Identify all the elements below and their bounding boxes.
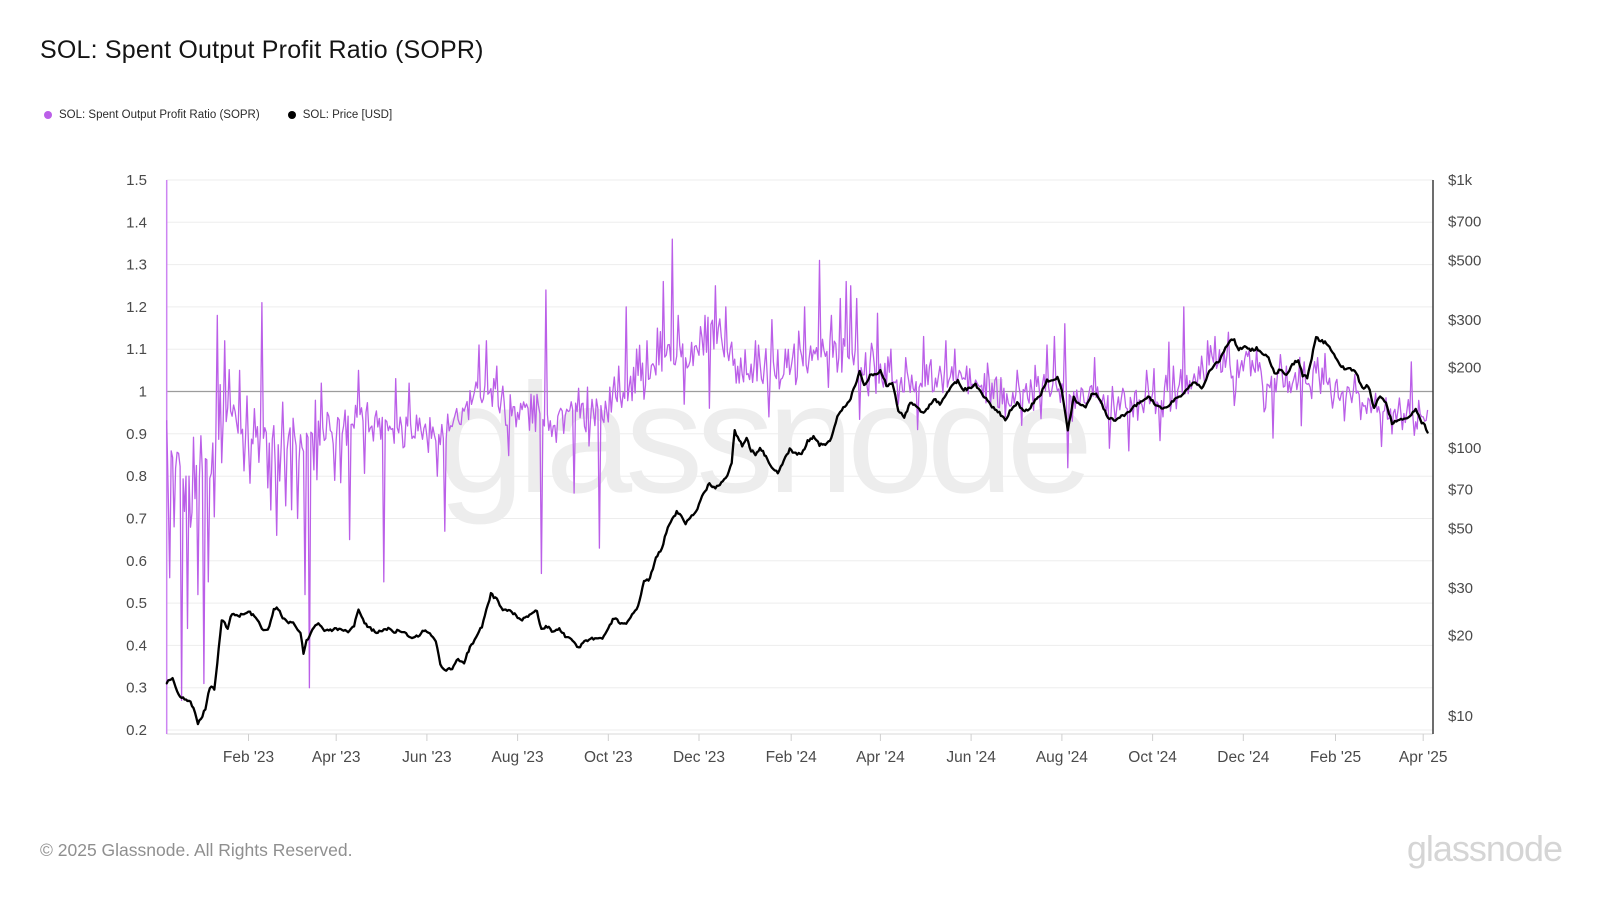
svg-text:Apr '25: Apr '25: [1399, 749, 1448, 766]
legend: SOL: Spent Output Profit Ratio (SOPR) SO…: [44, 109, 392, 121]
svg-text:$700: $700: [1448, 214, 1481, 231]
svg-text:0.3: 0.3: [126, 680, 147, 697]
svg-text:1.1: 1.1: [126, 341, 147, 358]
svg-text:Oct '24: Oct '24: [1128, 749, 1177, 766]
legend-item-sopr[interactable]: SOL: Spent Output Profit Ratio (SOPR): [44, 109, 260, 121]
legend-label-price: SOL: Price [USD]: [302, 109, 393, 121]
svg-text:0.9: 0.9: [126, 426, 147, 443]
svg-text:Dec '24: Dec '24: [1217, 749, 1269, 766]
legend-label-sopr: SOL: Spent Output Profit Ratio (SOPR): [59, 109, 260, 121]
right-axis-labels: $1k $700 $500 $300 $200 $100 $70 $50 $30 $20 $10: [1448, 172, 1481, 725]
svg-text:Apr '24: Apr '24: [856, 749, 905, 766]
svg-text:1.4: 1.4: [126, 214, 147, 231]
svg-text:$1k: $1k: [1448, 172, 1473, 189]
svg-text:0.2: 0.2: [126, 722, 147, 739]
svg-text:1: 1: [139, 384, 147, 401]
svg-text:1.5: 1.5: [126, 172, 147, 189]
svg-text:1.3: 1.3: [126, 257, 147, 274]
footer-brand-logo: glassnode: [1406, 828, 1563, 869]
svg-text:$10: $10: [1448, 708, 1473, 725]
svg-text:Oct '23: Oct '23: [584, 749, 633, 766]
svg-text:Aug '23: Aug '23: [492, 749, 544, 766]
svg-text:1.2: 1.2: [126, 299, 147, 316]
svg-text:Aug '24: Aug '24: [1036, 749, 1088, 766]
svg-text:Feb '24: Feb '24: [766, 749, 818, 766]
page-title: SOL: Spent Output Profit Ratio (SOPR): [40, 36, 484, 64]
gridlines: [166, 179, 1433, 731]
svg-text:Apr '23: Apr '23: [312, 749, 361, 766]
svg-text:0.6: 0.6: [126, 553, 147, 570]
svg-text:0.7: 0.7: [126, 511, 147, 528]
x-axis-ticks: Feb '23 Apr '23 Jun '23 Aug '23 Oct '23 Dec '…: [223, 734, 1448, 766]
sopr-line[interactable]: [166, 238, 1429, 702]
left-axis-labels: 1.5 1.4 1.3 1.2 1.1 1 0.9 0.8 0.7 0.6 0.5 0.4 0.3 0.2: [126, 172, 147, 739]
sopr-legend-dot-icon: [44, 111, 52, 119]
svg-text:$300: $300: [1448, 312, 1481, 329]
svg-text:$100: $100: [1448, 440, 1481, 457]
svg-text:$70: $70: [1448, 482, 1473, 499]
svg-text:Jun '24: Jun '24: [946, 749, 996, 766]
svg-text:$30: $30: [1448, 580, 1473, 597]
price-legend-dot-icon: [287, 111, 296, 119]
svg-text:$50: $50: [1448, 521, 1473, 538]
svg-text:Dec '23: Dec '23: [673, 749, 725, 766]
svg-text:Jun '23: Jun '23: [402, 749, 452, 766]
svg-text:Feb '23: Feb '23: [223, 749, 274, 766]
svg-text:$200: $200: [1448, 359, 1481, 376]
footer-copyright: © 2025 Glassnode. All Rights Reserved.: [40, 840, 353, 860]
svg-text:Feb '25: Feb '25: [1310, 749, 1361, 766]
legend-item-price[interactable]: SOL: Price [USD]: [287, 109, 393, 121]
svg-text:$20: $20: [1448, 627, 1473, 644]
svg-text:0.8: 0.8: [126, 468, 147, 485]
svg-text:$500: $500: [1448, 253, 1481, 270]
svg-text:0.4: 0.4: [126, 637, 147, 654]
plot-area[interactable]: [167, 180, 1433, 734]
price-line[interactable]: [165, 335, 1429, 726]
svg-text:0.5: 0.5: [126, 595, 147, 612]
